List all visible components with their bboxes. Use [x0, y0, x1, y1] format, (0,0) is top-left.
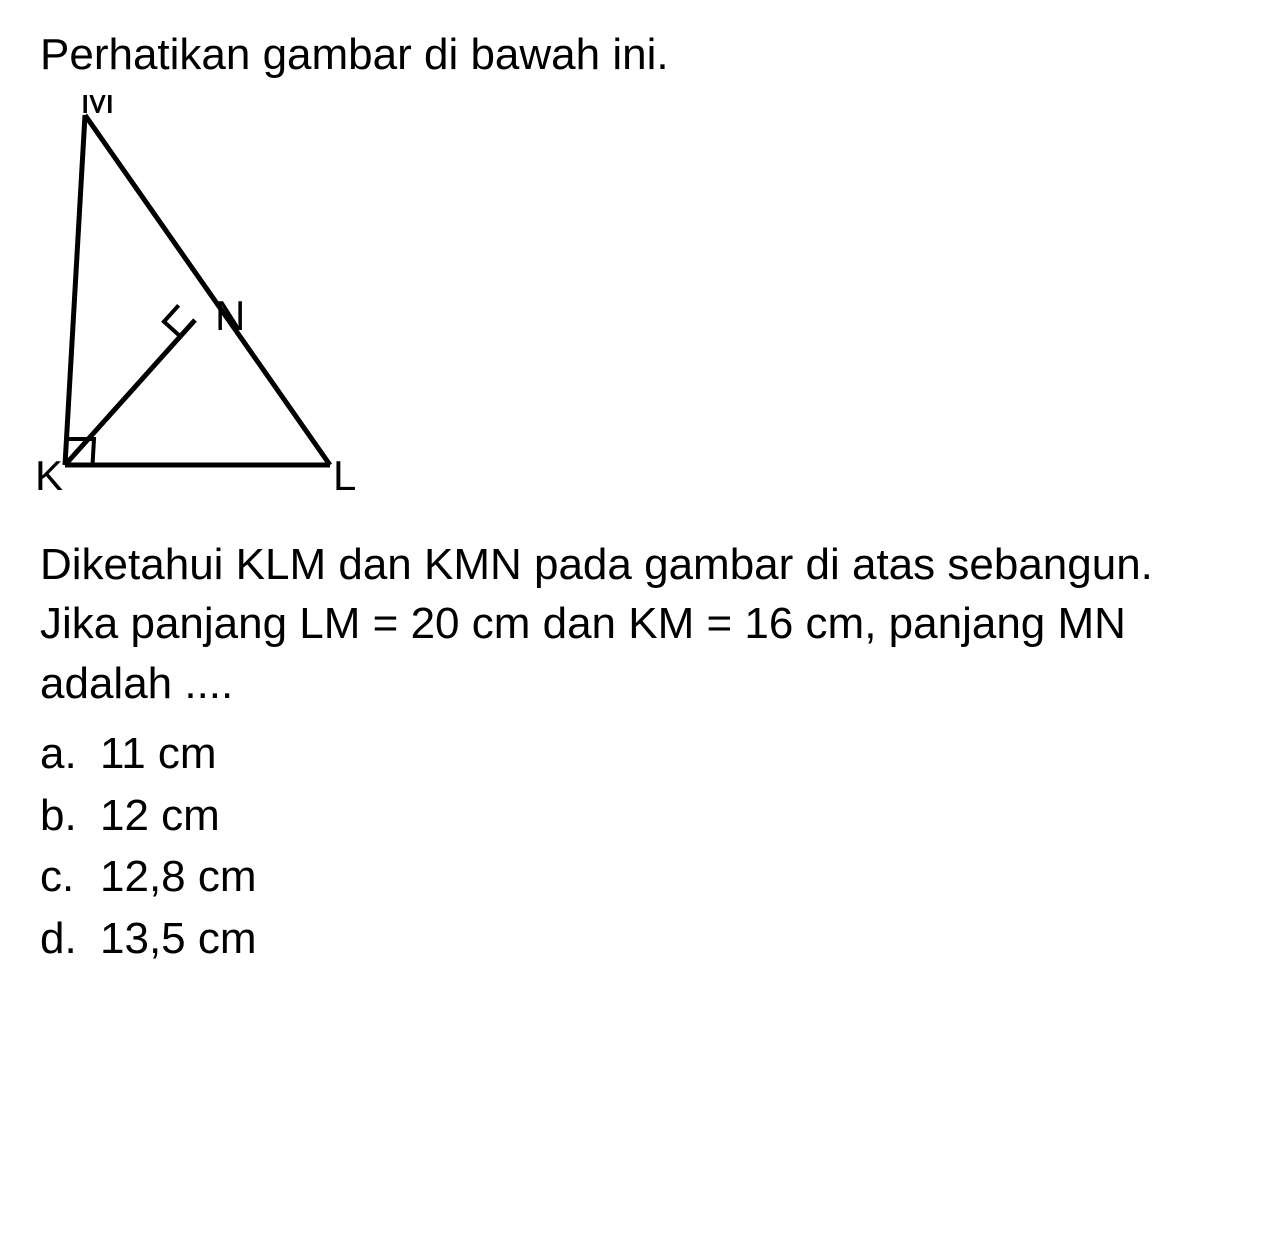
- label-M: M: [80, 95, 115, 122]
- edge-MK: [65, 115, 85, 465]
- option-text-a: 11 cm: [100, 729, 217, 778]
- option-text-d: 13,5 cm: [100, 914, 257, 963]
- page-title: Perhatikan gambar di bawah ini.: [40, 30, 1234, 80]
- right-angle-K: [68, 439, 94, 465]
- question-text: Diketahui KLM dan KMN pada gambar di ata…: [40, 535, 1234, 713]
- option-c: c.12,8 cm: [40, 846, 1234, 908]
- edge-LM: [85, 115, 330, 465]
- option-letter-a: a.: [40, 723, 100, 785]
- option-text-b: 12 cm: [100, 791, 220, 840]
- label-K: K: [35, 452, 63, 499]
- option-d: d.13,5 cm: [40, 908, 1234, 970]
- label-L: L: [333, 452, 356, 499]
- option-letter-d: d.: [40, 908, 100, 970]
- edge-KN: [65, 320, 195, 465]
- option-a: a.11 cm: [40, 723, 1234, 785]
- option-letter-c: c.: [40, 846, 100, 908]
- option-letter-b: b.: [40, 785, 100, 847]
- options-list: a.11 cm b.12 cm c.12,8 cm d.13,5 cm: [40, 723, 1234, 969]
- label-N: N: [215, 292, 245, 339]
- option-b: b.12 cm: [40, 785, 1234, 847]
- triangle-diagram: M N K L: [35, 95, 375, 515]
- right-angle-N: [164, 305, 195, 336]
- option-text-c: 12,8 cm: [100, 852, 257, 901]
